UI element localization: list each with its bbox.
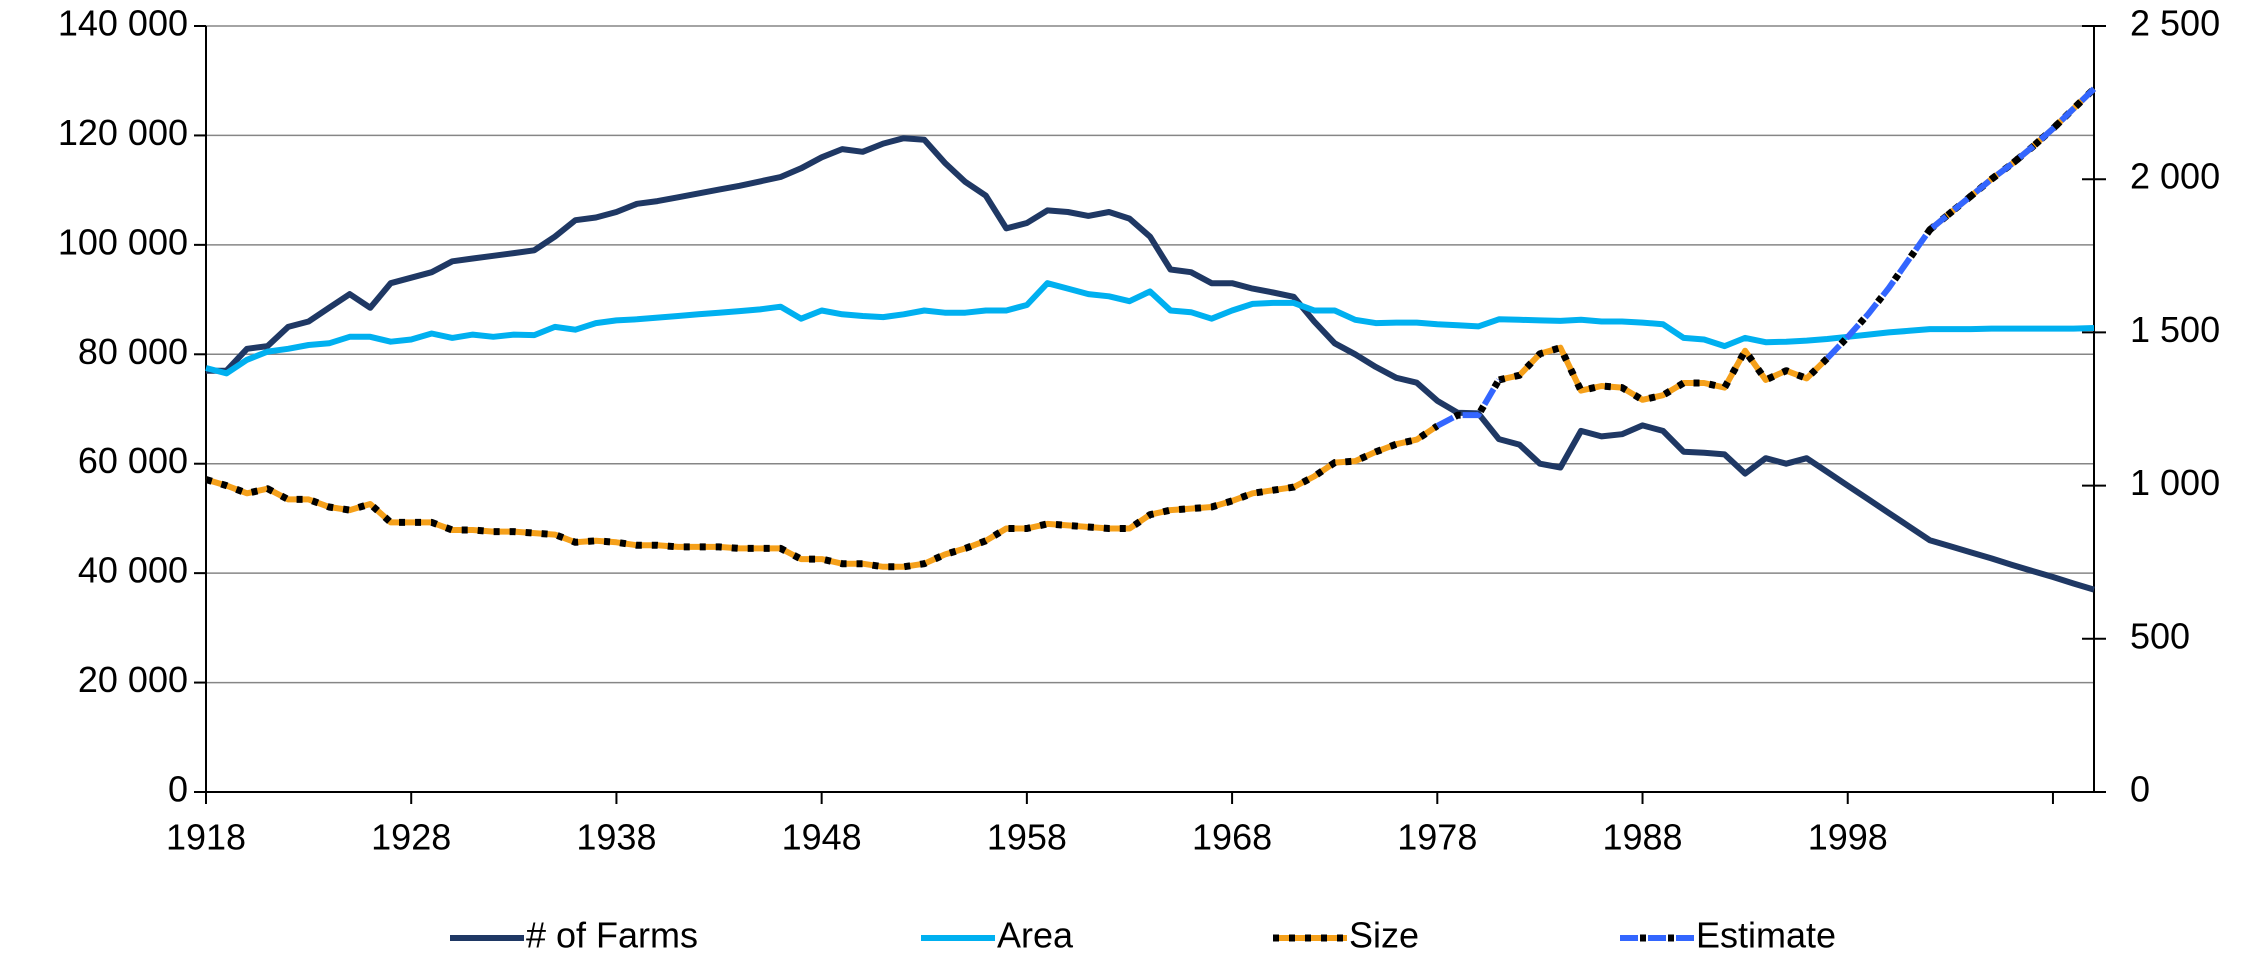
- x-tick-label: 1988: [1602, 817, 1682, 858]
- x-tick-label: 1998: [1808, 817, 1888, 858]
- x-tick-label: 1918: [166, 817, 246, 858]
- y-tick-label: 60 000: [78, 440, 188, 481]
- y2-tick-label: 0: [2130, 769, 2150, 810]
- y2-tick-label: 2 000: [2130, 156, 2220, 197]
- legend-label: # of Farms: [526, 915, 698, 956]
- x-tick-label: 1968: [1192, 817, 1272, 858]
- series-line: [206, 135, 2095, 593]
- legend-label: Estimate: [1696, 915, 1836, 956]
- series-line: [1435, 86, 2097, 429]
- x-tick-label: 1928: [371, 817, 451, 858]
- y-tick-label: 40 000: [78, 550, 188, 591]
- series-line: [205, 280, 2095, 377]
- y2-tick-label: 1 000: [2130, 462, 2220, 503]
- x-tick-label: 1938: [576, 817, 656, 858]
- y2-tick-label: 2 500: [2130, 3, 2220, 44]
- y-tick-label: 80 000: [78, 331, 188, 372]
- series-line: [205, 86, 2097, 570]
- y-tick-label: 100 000: [58, 221, 188, 262]
- y-tick-label: 140 000: [58, 3, 188, 44]
- y-tick-label: 20 000: [78, 659, 188, 700]
- series-line: [205, 86, 2097, 571]
- x-tick-label: 1978: [1397, 817, 1477, 858]
- x-tick-label: 1958: [987, 817, 1067, 858]
- y-tick-label: 120 000: [58, 112, 188, 153]
- legend-label: Size: [1349, 915, 1419, 956]
- y-tick-label: 0: [168, 769, 188, 810]
- x-tick-label: 1948: [782, 817, 862, 858]
- y2-tick-label: 1 500: [2130, 309, 2220, 350]
- legend-label: Area: [997, 915, 1074, 956]
- y2-tick-label: 500: [2130, 615, 2190, 656]
